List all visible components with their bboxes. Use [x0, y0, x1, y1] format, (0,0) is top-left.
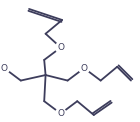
Text: O: O	[1, 64, 8, 73]
Circle shape	[0, 63, 10, 73]
Text: O: O	[57, 43, 64, 52]
Text: O: O	[81, 64, 88, 73]
Circle shape	[79, 63, 89, 73]
Text: O: O	[57, 109, 64, 118]
Circle shape	[55, 108, 66, 119]
Circle shape	[55, 42, 66, 53]
